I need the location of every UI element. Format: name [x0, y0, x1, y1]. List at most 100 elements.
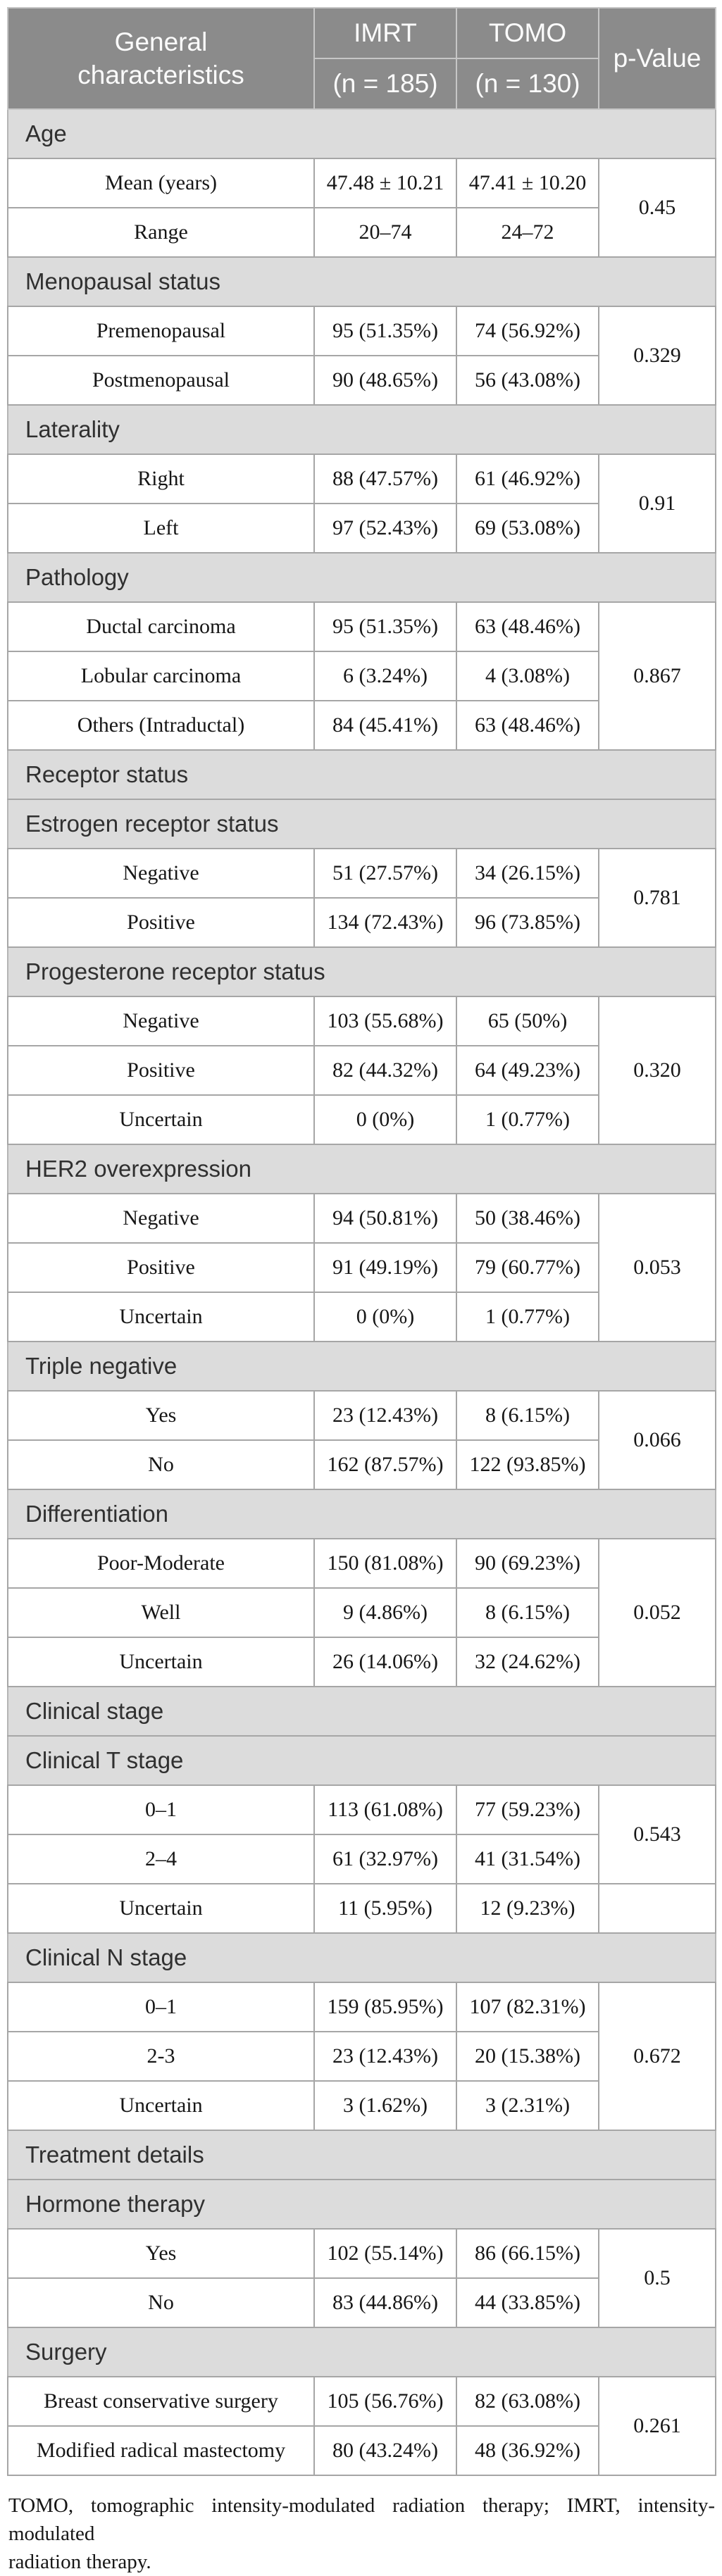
row-label: Others (Intraductal) [7, 700, 315, 751]
section-row-surgery: Surgery [7, 2327, 716, 2377]
section-band-estrogen-receptor-status: Estrogen receptor status [7, 799, 716, 849]
row-label: Yes [7, 1390, 315, 1441]
tomo-value: 8 (6.15%) [456, 1390, 599, 1441]
table-row: Others (Intraductal) 84 (45.41%) 63 (48.… [7, 700, 716, 751]
tomo-value: 1 (0.77%) [456, 1292, 599, 1342]
row-label: Modified radical mastectomy [7, 2425, 315, 2476]
table-row: Poor-Moderate 150 (81.08%) 90 (69.23%) 0… [7, 1538, 716, 1687]
tomo-value: 3 (2.31%) [456, 2080, 599, 2131]
section-band-age: Age [7, 108, 716, 159]
p-value: 0.781 [598, 848, 716, 948]
row-label: 2-3 [7, 2031, 315, 2082]
row-label: Negative [7, 848, 315, 899]
p-value-empty [598, 1883, 716, 1934]
table-row: Uncertain 3 (1.62%) 3 (2.31%) [7, 2080, 716, 2131]
section-band-clinical-n-stage: Clinical N stage [7, 1932, 716, 1983]
row-label: Mean (years) [7, 158, 315, 208]
imrt-value: 105 (56.76%) [313, 2376, 457, 2427]
tomo-value: 32 (24.62%) [456, 1637, 599, 1687]
tomo-value: 74 (56.92%) [456, 306, 599, 356]
imrt-value: 6 (3.24%) [313, 651, 457, 701]
tomo-value: 44 (33.85%) [456, 2277, 599, 2328]
header-row-bottom: (n = 185) (n = 130) [8, 58, 716, 110]
imrt-value: 95 (51.35%) [313, 306, 457, 356]
row-label: Positive [7, 897, 315, 948]
tomo-value: 82 (63.08%) [456, 2376, 599, 2427]
tomo-value: 8 (6.15%) [456, 1587, 599, 1638]
row-label: No [7, 2277, 315, 2328]
p-value: 0.261 [598, 2376, 716, 2476]
p-value: 0.543 [598, 1784, 716, 1884]
row-label: Negative [7, 1193, 315, 1244]
tomo-value: 96 (73.85%) [456, 897, 599, 948]
section-band-laterality: Laterality [7, 404, 716, 455]
p-value: 0.867 [598, 601, 716, 751]
header-tomo-n: (n = 130) [456, 58, 599, 110]
imrt-value: 47.48 ± 10.21 [313, 158, 457, 208]
section-band-clinical-stage: Clinical stage [7, 1686, 716, 1737]
section-band-treatment-details: Treatment details [7, 2130, 716, 2180]
row-label: Positive [7, 1242, 315, 1293]
tomo-value: 48 (36.92%) [456, 2425, 599, 2476]
imrt-value: 88 (47.57%) [313, 454, 457, 504]
header-row-top: General characteristics IMRT TOMO p-Valu… [7, 7, 716, 110]
section-band-receptor-status: Receptor status [7, 749, 716, 800]
table-row: 2-3 23 (12.43%) 20 (15.38%) [7, 2031, 716, 2082]
section-row-progesterone-receptor-status: Progesterone receptor status [7, 946, 716, 997]
header-p-value: p-Value [598, 7, 716, 110]
table-row: Breast conservative surgery 105 (56.76%)… [7, 2376, 716, 2476]
tomo-value: 50 (38.46%) [456, 1193, 599, 1244]
tomo-value: 4 (3.08%) [456, 651, 599, 701]
table-row: Left 97 (52.43%) 69 (53.08%) [7, 503, 716, 554]
row-label: Yes [7, 2228, 315, 2279]
section-row-estrogen-receptor-status: Estrogen receptor status [7, 799, 716, 849]
tomo-value: 61 (46.92%) [456, 454, 599, 504]
section-row-menopausal-status: Menopausal status [7, 256, 716, 307]
imrt-value: 82 (44.32%) [313, 1045, 457, 1096]
table-row: Postmenopausal 90 (48.65%) 56 (43.08%) [7, 355, 716, 406]
table-row: Yes 23 (12.43%) 8 (6.15%) 0.066 [7, 1390, 716, 1490]
p-value: 0.066 [598, 1390, 716, 1490]
imrt-value: 150 (81.08%) [313, 1538, 457, 1589]
section-band-pathology: Pathology [7, 552, 716, 603]
table-header: General characteristics IMRT TOMO p-Valu… [7, 7, 716, 110]
tomo-value: 63 (48.46%) [456, 601, 599, 652]
tomo-value: 77 (59.23%) [456, 1784, 599, 1835]
section-band-surgery: Surgery [7, 2327, 716, 2377]
section-row-hormone-therapy: Hormone therapy [7, 2179, 716, 2230]
imrt-value: 91 (49.19%) [313, 1242, 457, 1293]
section-row-clinical-stage: Clinical stage [7, 1686, 716, 1737]
section-band-hormone-therapy: Hormone therapy [7, 2179, 716, 2230]
section-row-treatment-details: Treatment details [7, 2130, 716, 2180]
table-footnote: TOMO, tomographic intensity-modulated ra… [8, 2491, 715, 2576]
row-label: Right [7, 454, 315, 504]
table-row: No 83 (44.86%) 44 (33.85%) [7, 2277, 716, 2328]
p-value: 0.5 [598, 2228, 716, 2328]
tomo-value: 122 (93.85%) [456, 1439, 599, 1490]
table-row: Uncertain 0 (0%) 1 (0.77%) [7, 1094, 716, 1145]
table-row: Yes 102 (55.14%) 86 (66.15%) 0.5 [7, 2228, 716, 2328]
table-row: Right 88 (47.57%) 61 (46.92%) 0.91 [7, 454, 716, 554]
row-label: Uncertain [7, 1292, 315, 1342]
row-label: Breast conservative surgery [7, 2376, 315, 2427]
section-row-clinical-n-stage: Clinical N stage [7, 1932, 716, 1983]
imrt-value: 113 (61.08%) [313, 1784, 457, 1835]
table-row: Negative 51 (27.57%) 34 (26.15%) 0.781 [7, 848, 716, 948]
table-row: Negative 94 (50.81%) 50 (38.46%) 0.053 [7, 1193, 716, 1342]
tomo-value: 34 (26.15%) [456, 848, 599, 899]
imrt-value: 0 (0%) [313, 1094, 457, 1145]
row-label: Postmenopausal [7, 355, 315, 406]
imrt-value: 95 (51.35%) [313, 601, 457, 652]
tomo-value: 107 (82.31%) [456, 1982, 599, 2032]
p-value: 0.053 [598, 1193, 716, 1342]
row-label: Negative [7, 996, 315, 1046]
imrt-value: 51 (27.57%) [313, 848, 457, 899]
imrt-value: 11 (5.95%) [313, 1883, 457, 1934]
table-row: Positive 91 (49.19%) 79 (60.77%) [7, 1242, 716, 1293]
imrt-value: 84 (45.41%) [313, 700, 457, 751]
table-row: Negative 103 (55.68%) 65 (50%) 0.320 [7, 996, 716, 1145]
tomo-value: 64 (49.23%) [456, 1045, 599, 1096]
row-label: Positive [7, 1045, 315, 1096]
patient-characteristics-table: General characteristics IMRT TOMO p-Valu… [7, 7, 716, 2476]
section-row-triple-negative: Triple negative [7, 1341, 716, 1392]
